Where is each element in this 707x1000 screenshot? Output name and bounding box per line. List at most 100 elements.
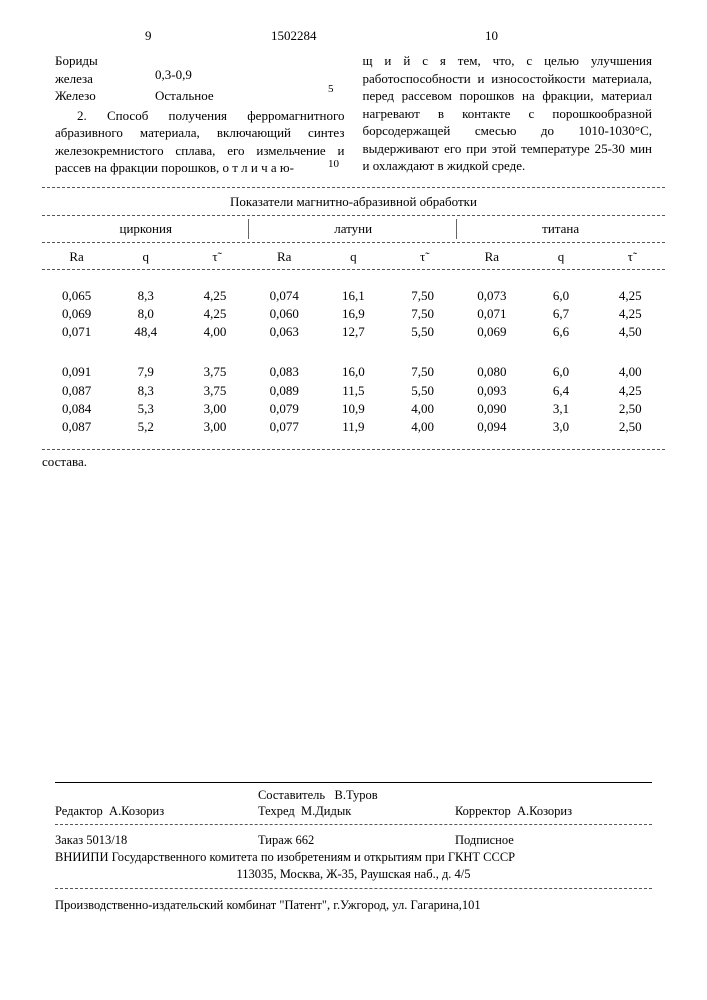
table-cell: 4,25 xyxy=(180,305,249,323)
sub-1: q xyxy=(111,249,180,265)
table-cell: 48,4 xyxy=(111,323,180,341)
table-cell: 0,065 xyxy=(42,287,111,305)
table-cell: 7,50 xyxy=(388,305,457,323)
table-cell: 4,00 xyxy=(596,363,665,381)
table-cell: 3,75 xyxy=(180,382,249,400)
footer: Составитель В.Туров Редактор А.Козориз Т… xyxy=(55,780,652,913)
table-row: 0,0917,93,750,08316,07,500,0806,04,00 xyxy=(42,363,665,381)
sub-headers: Ra q τ̃ Ra q τ̃ Ra q τ̃ xyxy=(42,246,665,266)
left-para: 2. Способ получения ферромагнитного абра… xyxy=(55,107,345,177)
order: Заказ 5013/18 xyxy=(55,832,258,849)
table-cell: 16,1 xyxy=(319,287,388,305)
table-cell: 5,3 xyxy=(111,400,180,418)
table-cell: 4,25 xyxy=(596,305,665,323)
table-cell: 0,093 xyxy=(457,382,526,400)
table-row: 0,0845,33,000,07910,94,000,0903,12,50 xyxy=(42,400,665,418)
sub-8: τ̃ xyxy=(596,249,665,265)
boride-label-2: железа xyxy=(55,71,93,86)
right-column: щ и й с я тем, что, с целью улучшения ра… xyxy=(363,52,653,177)
text-columns: Бориды железа 0,3-0,9 Железо Остальное 2… xyxy=(55,52,652,177)
table-cell: 11,5 xyxy=(319,382,388,400)
table-cell: 5,50 xyxy=(388,323,457,341)
table-cell: 0,071 xyxy=(42,323,111,341)
table-cell: 16,0 xyxy=(319,363,388,381)
table-cell: 3,75 xyxy=(180,363,249,381)
table-cell: 3,00 xyxy=(180,418,249,436)
compiler-name: В.Туров xyxy=(335,788,378,802)
table-cell: 5,50 xyxy=(388,382,457,400)
table-cell: 0,073 xyxy=(457,287,526,305)
table-cell: 3,0 xyxy=(526,418,595,436)
table-cell: 2,50 xyxy=(596,418,665,436)
sub-6: Ra xyxy=(457,249,526,265)
podpisnoe: Подписное xyxy=(455,832,652,849)
table-cell: 5,2 xyxy=(111,418,180,436)
table-cell: 0,071 xyxy=(457,305,526,323)
table-cell: 4,50 xyxy=(596,323,665,341)
margin-line-5: 5 xyxy=(328,83,334,95)
data-body: 0,0658,34,250,07416,17,500,0736,04,250,0… xyxy=(42,273,665,446)
table-cell: 4,25 xyxy=(596,382,665,400)
table-cell: 0,089 xyxy=(250,382,319,400)
page-header: 9 1502284 10 xyxy=(55,28,652,48)
doc-number: 1502284 xyxy=(271,28,317,44)
group-0: циркония xyxy=(119,221,171,236)
sub-2: τ̃ xyxy=(180,249,249,265)
boride-value: 0,3-0,9 xyxy=(155,67,192,82)
compiler-label: Составитель xyxy=(258,788,325,802)
footer-line-3: Производственно-издательский комбинат "П… xyxy=(55,898,652,913)
table-cell: 6,0 xyxy=(526,287,595,305)
right-para: щ и й с я тем, что, с целью улучшения ра… xyxy=(363,52,653,175)
table-cell: 0,094 xyxy=(457,418,526,436)
table-cell: 11,9 xyxy=(319,418,388,436)
table-cell: 0,084 xyxy=(42,400,111,418)
table-cell: 16,9 xyxy=(319,305,388,323)
table-cell: 7,50 xyxy=(388,363,457,381)
iron-label: Железо xyxy=(55,88,96,103)
corrector-name: А.Козориз xyxy=(517,804,572,818)
table-row: 0,0878,33,750,08911,55,500,0936,44,25 xyxy=(42,382,665,400)
tech-name: М.Дидык xyxy=(301,804,351,818)
table-cell: 10,9 xyxy=(319,400,388,418)
group-headers: циркония латуни титана xyxy=(42,219,665,239)
footer-line-1: ВНИИПИ Государственного комитета по изоб… xyxy=(55,849,652,866)
table-cell: 0,077 xyxy=(250,418,319,436)
boride-label-1: Бориды xyxy=(55,53,98,68)
table-footnote: состава. xyxy=(42,454,665,470)
table-row: 0,0875,23,000,07711,94,000,0943,02,50 xyxy=(42,418,665,436)
table-cell: 4,00 xyxy=(388,418,457,436)
sub-7: q xyxy=(526,249,595,265)
table-cell: 7,50 xyxy=(388,287,457,305)
page-num-right: 10 xyxy=(485,28,498,44)
sub-0: Ra xyxy=(42,249,111,265)
table-cell: 12,7 xyxy=(319,323,388,341)
tech-label: Техред xyxy=(258,804,295,818)
table-cell: 6,6 xyxy=(526,323,595,341)
footer-line-2: 113035, Москва, Ж-35, Раушская наб., д. … xyxy=(55,866,652,883)
table-cell: 6,4 xyxy=(526,382,595,400)
table-cell: 0,060 xyxy=(250,305,319,323)
editor-label: Редактор xyxy=(55,804,103,818)
table-cell: 0,091 xyxy=(42,363,111,381)
sub-5: τ̃ xyxy=(388,249,457,265)
table-cell: 0,063 xyxy=(250,323,319,341)
table-title: Показатели магнитно-абразивной обработки xyxy=(42,191,665,212)
table-cell: 4,00 xyxy=(388,400,457,418)
table-cell: 7,9 xyxy=(111,363,180,381)
table-cell: 0,079 xyxy=(250,400,319,418)
group-1: латуни xyxy=(334,221,372,236)
sub-3: Ra xyxy=(250,249,319,265)
margin-line-10: 10 xyxy=(328,158,339,170)
iron-value: Остальное xyxy=(155,88,214,103)
table-row: 0,07148,44,000,06312,75,500,0696,64,50 xyxy=(42,323,665,341)
data-table: Показатели магнитно-абразивной обработки… xyxy=(0,187,707,470)
table-cell: 8,3 xyxy=(111,382,180,400)
table-cell: 2,50 xyxy=(596,400,665,418)
table-cell: 8,3 xyxy=(111,287,180,305)
table-cell: 0,069 xyxy=(457,323,526,341)
sub-4: q xyxy=(319,249,388,265)
table-cell: 0,087 xyxy=(42,418,111,436)
table-row: 0,0658,34,250,07416,17,500,0736,04,25 xyxy=(42,287,665,305)
table-cell: 0,087 xyxy=(42,382,111,400)
table-cell: 0,074 xyxy=(250,287,319,305)
